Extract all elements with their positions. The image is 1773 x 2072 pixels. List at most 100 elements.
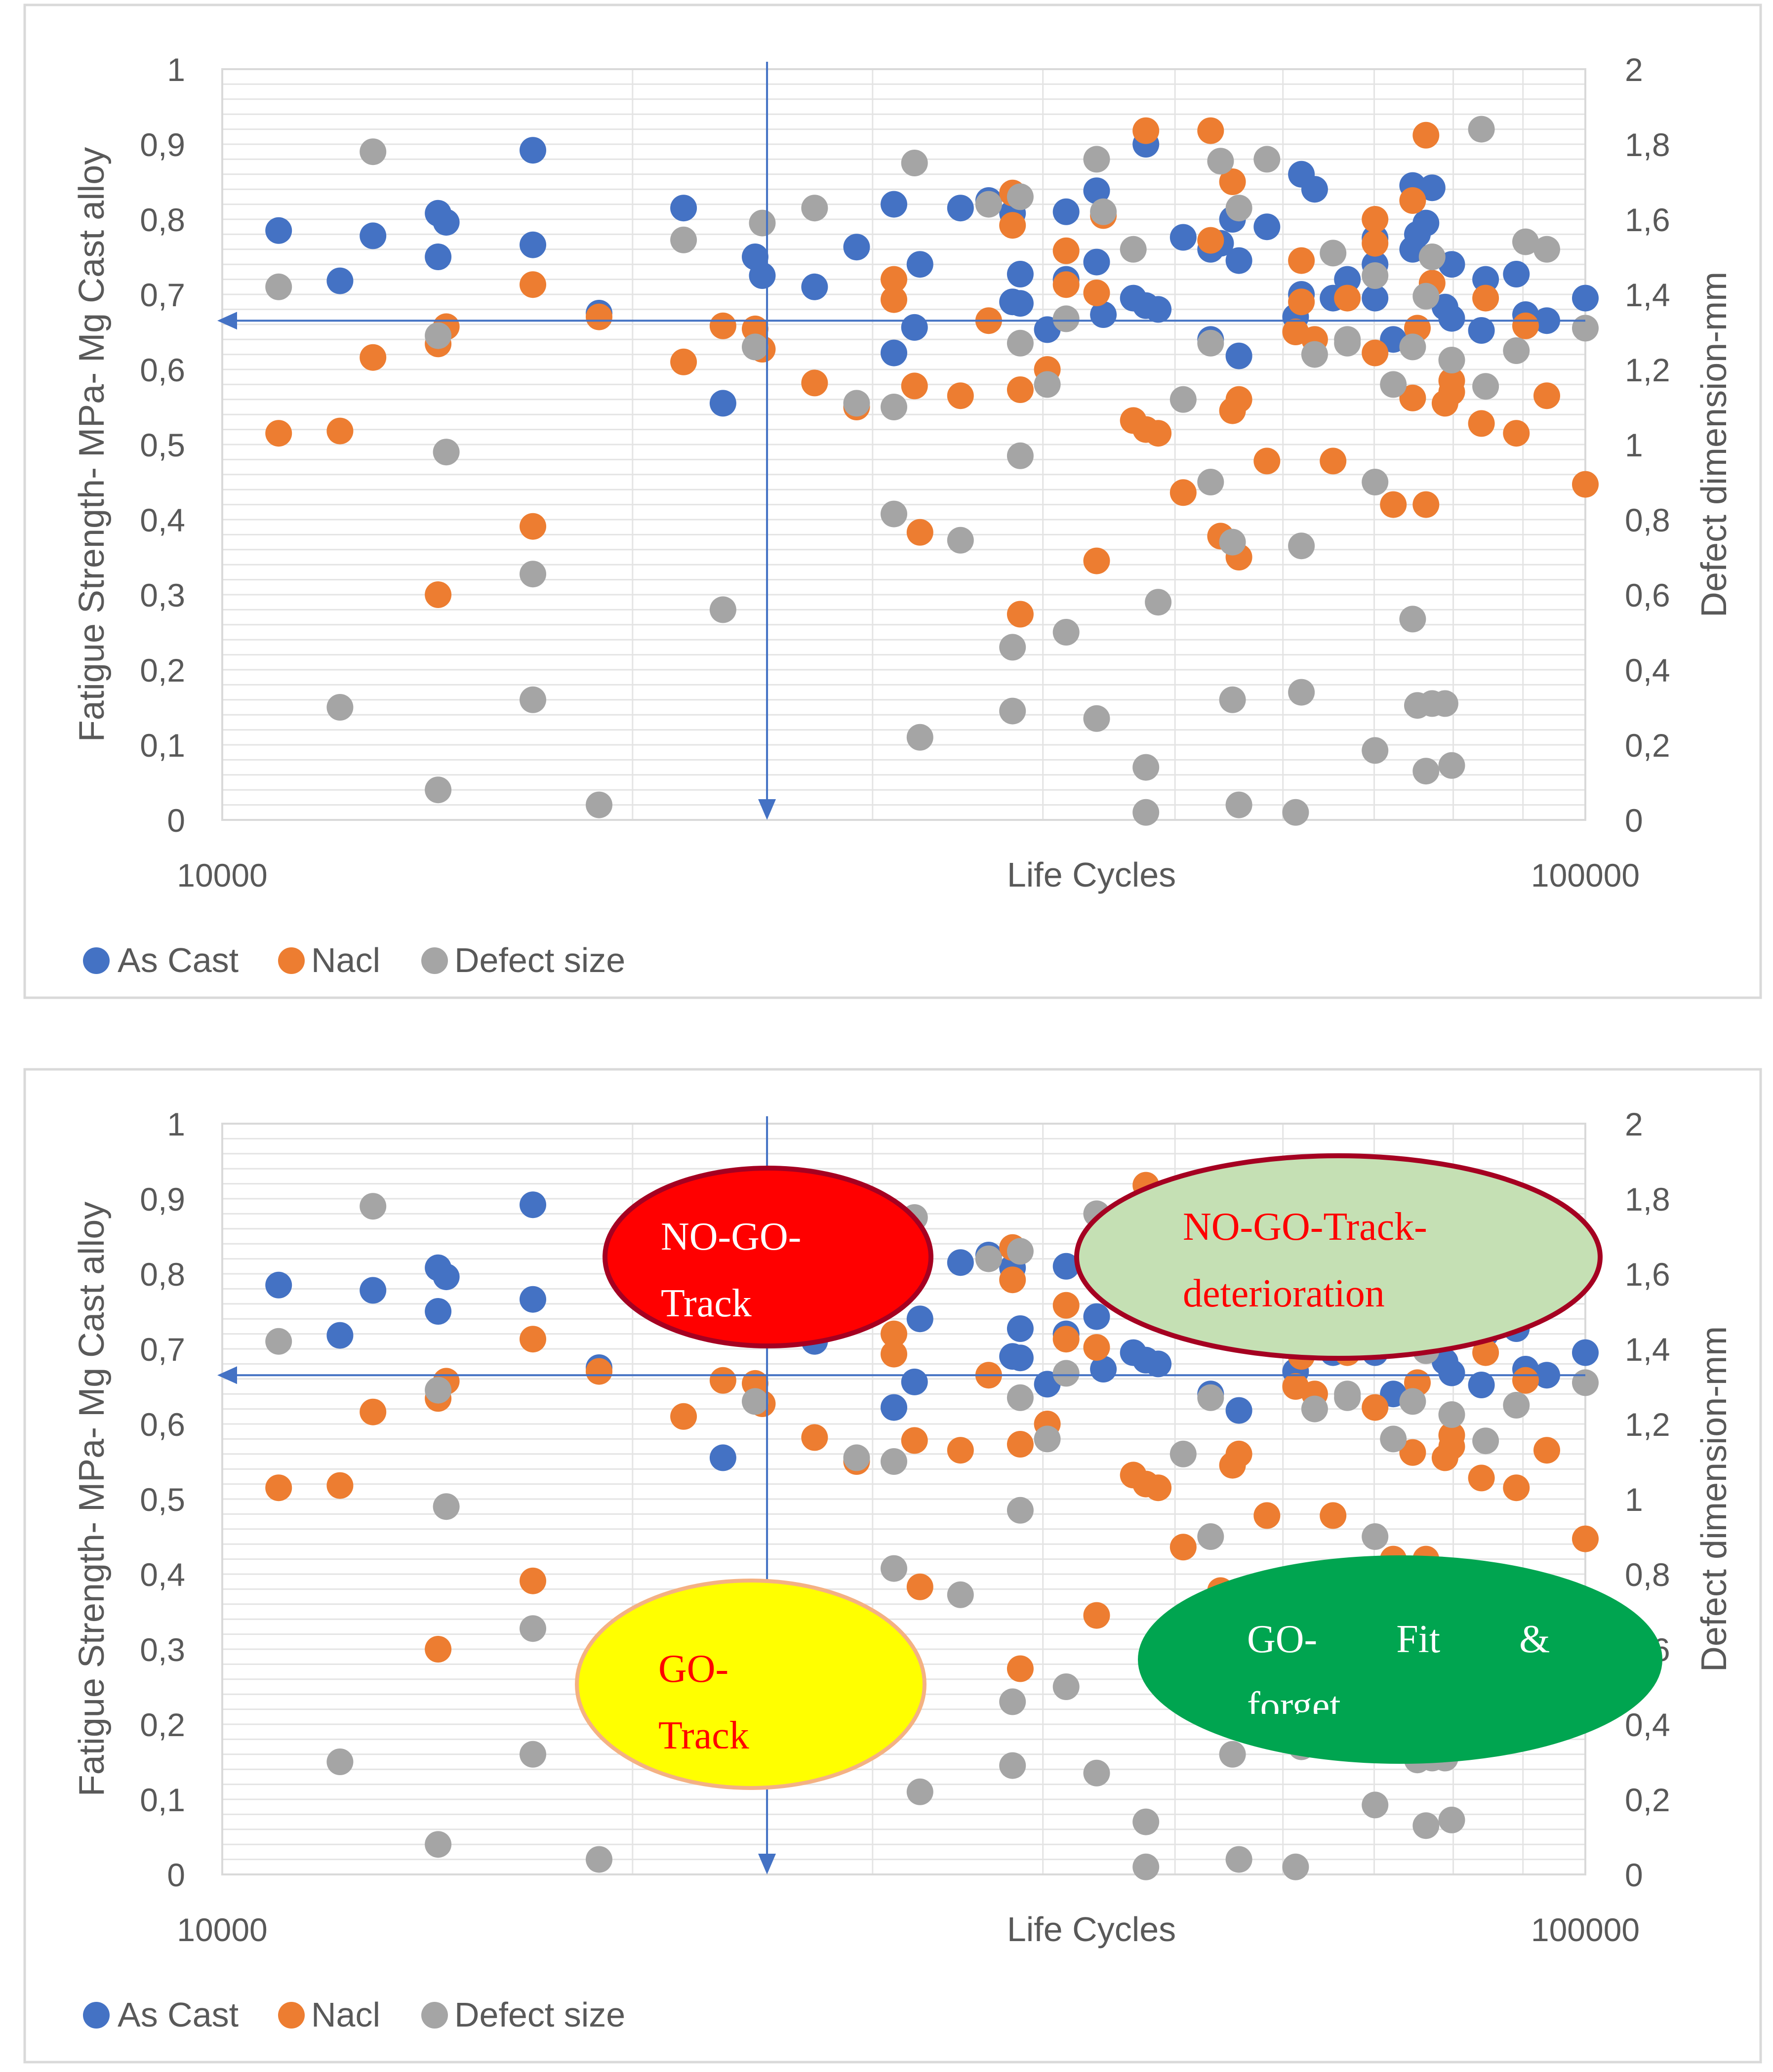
point-nacl — [425, 581, 452, 608]
point-as-cast — [947, 1249, 974, 1276]
y-tick-label: 1 — [167, 1106, 185, 1142]
chart-1-data-points — [265, 116, 1599, 826]
point-defect-size — [881, 394, 907, 420]
legend-item-defect-size[interactable]: Defect size — [421, 1995, 625, 2034]
point-as-cast — [425, 1298, 452, 1325]
point-defect-size — [999, 1688, 1026, 1715]
point-nacl — [1438, 367, 1465, 394]
point-as-cast — [906, 1305, 933, 1333]
legend-item-nacl[interactable]: Nacl — [278, 1995, 380, 2034]
point-defect-size — [1503, 1392, 1530, 1419]
y-tick-label: 0,1 — [140, 727, 185, 764]
point-as-cast — [360, 222, 387, 249]
legend-marker-defect-size — [421, 947, 448, 974]
point-defect-size — [1362, 1791, 1389, 1819]
point-defect-size — [1083, 1759, 1110, 1787]
point-as-cast — [709, 390, 736, 417]
reference-arrow-down — [758, 799, 776, 820]
point-defect-size — [1468, 116, 1495, 143]
legend-item-as-cast[interactable]: As Cast — [83, 941, 239, 979]
point-as-cast — [670, 195, 697, 222]
point-as-cast — [360, 1277, 387, 1304]
annotation-no-go-track-line-1: NO-GO- — [661, 1215, 801, 1259]
point-as-cast — [1362, 284, 1389, 312]
legend-label-defect-size: Defect size — [454, 941, 625, 979]
point-nacl — [709, 312, 736, 339]
point-defect-size — [999, 634, 1026, 661]
reference-arrow-left — [217, 312, 237, 330]
point-nacl — [1438, 1422, 1465, 1449]
point-defect-size — [670, 226, 697, 253]
point-defect-size — [1225, 195, 1252, 222]
point-nacl — [1399, 384, 1426, 411]
point-nacl — [360, 344, 387, 371]
point-nacl — [1253, 1502, 1281, 1529]
point-defect-size — [1083, 146, 1110, 173]
point-defect-size — [1320, 240, 1347, 267]
point-nacl — [999, 212, 1026, 239]
point-defect-size — [975, 1245, 1002, 1272]
legend-item-as-cast[interactable]: As Cast — [83, 1995, 239, 2034]
point-defect-size — [520, 1741, 546, 1768]
point-defect-size — [1472, 373, 1499, 400]
point-nacl — [1572, 471, 1599, 498]
point-as-cast — [749, 262, 776, 289]
chart-2-x-axis-label: Life Cycles — [1007, 1910, 1176, 1949]
y2-tick-label: 1,6 — [1625, 202, 1670, 238]
point-defect-size — [520, 1615, 546, 1642]
point-nacl — [670, 1403, 697, 1430]
point-defect-size — [1572, 315, 1599, 342]
point-nacl — [1320, 1502, 1347, 1529]
point-as-cast — [520, 231, 546, 258]
point-defect-size — [1007, 1497, 1034, 1524]
point-nacl — [1503, 420, 1530, 447]
point-defect-size — [1253, 146, 1281, 173]
point-defect-size — [1334, 1384, 1361, 1411]
point-defect-size — [1418, 244, 1446, 270]
point-nacl — [1052, 271, 1080, 298]
point-nacl — [586, 1358, 612, 1385]
point-defect-size — [1225, 1846, 1252, 1873]
point-defect-size — [1219, 1741, 1246, 1768]
point-defect-size — [801, 195, 828, 222]
point-nacl — [1052, 237, 1080, 264]
y-tick-label: 1 — [167, 51, 185, 88]
point-defect-size — [1301, 1395, 1328, 1422]
annotation-no-go-track-ellipse — [603, 1166, 933, 1348]
reference-arrow-down — [758, 1854, 776, 1874]
point-nacl — [1572, 1525, 1599, 1552]
point-nacl — [1007, 1431, 1034, 1458]
point-as-cast — [1052, 198, 1080, 225]
point-defect-size — [881, 1448, 907, 1475]
point-defect-size — [1288, 532, 1315, 560]
point-as-cast — [1083, 248, 1110, 276]
point-defect-size — [425, 1831, 452, 1858]
point-nacl — [906, 519, 933, 546]
point-defect-size — [1282, 1853, 1309, 1880]
legend-item-defect-size[interactable]: Defect size — [421, 941, 625, 979]
point-nacl — [326, 417, 354, 445]
point-nacl — [1169, 1534, 1197, 1561]
point-defect-size — [1512, 228, 1539, 255]
point-defect-size — [586, 791, 612, 818]
y2-tick-label: 0 — [1625, 1857, 1643, 1893]
point-as-cast — [1007, 261, 1034, 287]
point-nacl — [1362, 230, 1389, 257]
legend-item-nacl[interactable]: Nacl — [278, 941, 380, 979]
point-nacl — [947, 382, 974, 409]
point-defect-size — [843, 390, 870, 417]
point-as-cast — [1169, 224, 1197, 251]
point-as-cast — [1007, 1344, 1034, 1372]
point-defect-size — [1225, 791, 1252, 818]
point-defect-size — [742, 1388, 768, 1415]
y2-tick-label: 2 — [1625, 1106, 1643, 1142]
point-defect-size — [360, 138, 387, 165]
point-as-cast — [1007, 290, 1034, 317]
point-defect-size — [709, 596, 736, 623]
point-defect-size — [1132, 1853, 1160, 1880]
point-nacl — [1380, 491, 1407, 518]
y-tick-label: 0,7 — [140, 1331, 185, 1368]
point-defect-size — [1288, 679, 1315, 706]
y-tick-label: 0,7 — [140, 277, 185, 313]
point-defect-size — [881, 1555, 907, 1582]
